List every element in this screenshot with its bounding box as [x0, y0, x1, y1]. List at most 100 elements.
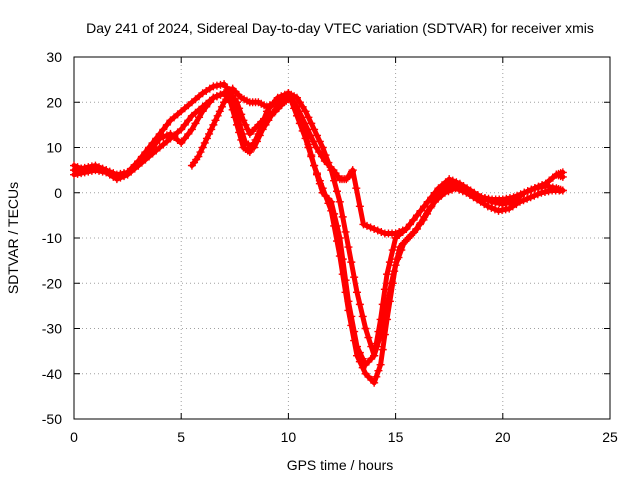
- data-point: [217, 102, 226, 111]
- data-point: [315, 179, 324, 188]
- data-point: [487, 203, 496, 212]
- data-point: [196, 148, 205, 157]
- data-point: [148, 138, 157, 147]
- data-point: [473, 191, 482, 200]
- y-axis-label: SDTVAR / TECUs: [5, 182, 21, 294]
- data-point: [209, 93, 218, 102]
- data-point: [370, 378, 379, 387]
- data-point: [258, 125, 267, 134]
- data-point: [480, 194, 489, 203]
- x-tick-label: 10: [281, 429, 297, 445]
- data-point: [527, 185, 536, 194]
- data-point: [505, 194, 514, 203]
- data-point: [312, 170, 321, 179]
- data-point: [159, 125, 168, 134]
- axis-ticks: 0 5 10 15 20 25 -50 -40 -30 -20 -10 0 10 20 30: [42, 49, 618, 445]
- data-point: [327, 197, 336, 206]
- data-point: [363, 221, 372, 230]
- data-point: [538, 181, 547, 190]
- x-tick-label: 15: [388, 429, 404, 445]
- data-point: [297, 113, 306, 122]
- data-point: [245, 148, 254, 157]
- data-point: [239, 116, 248, 125]
- data-point: [73, 169, 82, 178]
- data-point: [184, 129, 193, 138]
- data-point: [292, 102, 301, 111]
- data-point: [184, 116, 193, 125]
- data-point: [205, 129, 214, 138]
- data-point: [353, 342, 362, 351]
- data-point: [420, 212, 429, 221]
- data-point: [402, 224, 411, 233]
- data-point: [232, 98, 241, 107]
- data-point: [534, 182, 543, 191]
- data-point: [120, 172, 129, 181]
- y-tick-label: -10: [42, 230, 62, 246]
- data-point: [378, 324, 387, 333]
- data-point: [378, 345, 387, 354]
- data-point: [307, 151, 316, 160]
- data-point: [295, 107, 304, 116]
- x-tick-label: 20: [495, 429, 511, 445]
- x-tick-label: 0: [70, 429, 78, 445]
- data-point: [209, 82, 218, 91]
- data-point: [387, 279, 396, 288]
- data-point: [355, 348, 364, 357]
- data-point: [237, 110, 246, 119]
- series-track-2: [70, 80, 567, 369]
- data-point: [77, 169, 86, 178]
- data-point: [202, 134, 211, 143]
- series-track-3: [70, 84, 567, 360]
- data-point: [312, 143, 321, 152]
- data-point: [286, 93, 295, 102]
- data-point: [361, 324, 370, 333]
- data-point: [530, 184, 539, 193]
- data-point: [238, 129, 247, 138]
- data-point: [341, 227, 350, 236]
- data-point: [366, 223, 375, 232]
- data-point: [330, 176, 339, 185]
- data-point: [395, 227, 404, 236]
- data-point: [235, 104, 244, 113]
- data-point: [498, 195, 507, 204]
- data-point: [95, 166, 104, 175]
- data-point: [309, 137, 318, 146]
- data-point: [209, 120, 218, 129]
- data-point: [112, 175, 121, 184]
- data-point: [416, 206, 425, 215]
- data-point: [335, 234, 344, 242]
- data-point: [304, 140, 313, 149]
- data-point: [355, 202, 364, 211]
- data-point: [375, 333, 384, 342]
- data-point: [373, 342, 382, 351]
- data-point: [347, 312, 356, 321]
- y-tick-label: -50: [42, 411, 62, 427]
- data-point: [558, 186, 567, 195]
- data-point: [261, 120, 270, 129]
- data-point: [98, 167, 107, 176]
- data-point: [207, 125, 216, 134]
- data-point: [393, 255, 402, 264]
- data-point: [502, 194, 511, 203]
- data-points: [70, 80, 567, 387]
- data-point: [358, 354, 367, 363]
- data-point: [255, 131, 264, 140]
- data-point: [177, 138, 186, 147]
- data-point: [211, 116, 220, 125]
- data-point: [405, 220, 414, 229]
- y-tick-label: 30: [46, 49, 62, 65]
- data-point: [216, 90, 225, 99]
- data-point: [84, 167, 93, 176]
- data-point: [330, 209, 339, 218]
- data-point: [317, 152, 326, 161]
- data-point: [423, 206, 432, 215]
- data-point: [198, 143, 207, 152]
- data-point: [80, 168, 89, 177]
- data-point: [212, 92, 221, 101]
- data-point: [383, 270, 392, 279]
- data-point: [353, 288, 362, 297]
- data-point: [332, 221, 341, 230]
- y-tick-label: 10: [46, 140, 62, 156]
- data-point: [373, 226, 382, 235]
